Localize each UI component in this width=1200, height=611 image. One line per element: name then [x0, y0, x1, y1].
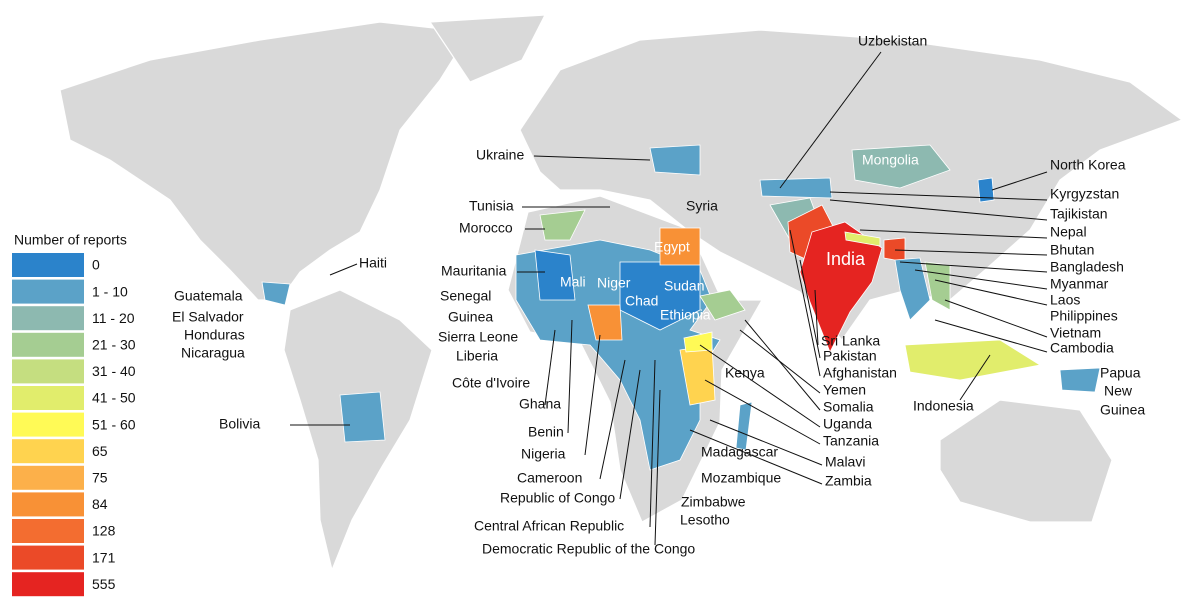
country-label: North Korea: [1050, 157, 1126, 173]
legend-label: 11 - 20: [92, 310, 135, 326]
country-labels: Uzbekistan Ukraine Mongolia North Korea Kyrg…: [172, 33, 1145, 557]
country-label: Côte d'Ivoire: [452, 375, 530, 391]
country-label: Uzbekistan: [858, 33, 927, 49]
legend: Number of reports 0 1 - 10 11 - 20 21 - 30 3…: [12, 232, 136, 597]
legend-swatch: [12, 253, 84, 277]
reporting-countries: [261, 144, 1101, 471]
country-label: Ghana: [519, 396, 561, 412]
country-label: Bolivia: [219, 416, 260, 432]
legend-label: 555: [92, 576, 116, 592]
country-label: Zambia: [825, 473, 872, 489]
legend-swatch: [12, 332, 84, 357]
country-label: Cameroon: [517, 470, 582, 486]
country-label: Democratic Republic of the Congo: [482, 541, 695, 557]
country-label: Bangladesh: [1050, 259, 1124, 275]
country-label: Liberia: [456, 348, 498, 364]
country-label: Pakistan: [823, 348, 877, 364]
country-label: Chad: [625, 293, 658, 309]
country-label: Uganda: [823, 416, 872, 432]
legend-label: 171: [92, 549, 116, 565]
country-label: Vietnam: [1050, 325, 1101, 341]
legend-swatch: [12, 465, 84, 490]
legend-label: 41 - 50: [92, 390, 136, 406]
legend-label: 65: [92, 443, 108, 459]
country-label: Lesotho: [680, 512, 730, 528]
legend-swatch: [12, 412, 84, 437]
country-label: Madagascar: [701, 444, 778, 460]
country-label: Zimbabwe: [681, 494, 746, 510]
country-label: Republic of Congo: [500, 490, 615, 506]
country-label: Laos: [1050, 292, 1080, 308]
country-label: Egypt: [654, 239, 690, 255]
legend-title: Number of reports: [14, 232, 127, 248]
country-label: New: [1104, 383, 1133, 399]
legend-swatch: [12, 279, 84, 304]
country-label: Senegal: [440, 288, 491, 304]
legend-swatch: [12, 492, 84, 517]
country-label: Papua: [1100, 365, 1141, 381]
country-label: Tunisia: [469, 198, 514, 214]
legend-swatch: [12, 545, 84, 570]
country-label: India: [826, 249, 866, 269]
country-label: Afghanistan: [823, 365, 897, 381]
country-label: Central African Republic: [474, 518, 624, 534]
country-label: Niger: [597, 275, 631, 291]
country-label: Sudan: [664, 278, 704, 294]
country-label: Indonesia: [913, 398, 974, 414]
legend-swatch: [12, 572, 84, 597]
country-label: Somalia: [823, 399, 874, 415]
legend-label: 128: [92, 523, 116, 539]
country-label: Morocco: [459, 220, 513, 236]
country-label: Ethiopia: [660, 307, 711, 323]
legend-label: 1 - 10: [92, 283, 128, 299]
legend-label: 31 - 40: [92, 363, 136, 379]
country-label: Tajikistan: [1050, 206, 1108, 222]
country-label: Guinea: [448, 309, 493, 325]
country-label: Guinea: [1100, 402, 1145, 418]
legend-swatch: [12, 439, 84, 464]
country-label: Mongolia: [862, 152, 919, 168]
country-label: Cambodia: [1050, 340, 1114, 356]
country-label: Nepal: [1050, 224, 1087, 240]
leader-lines: [290, 51, 1048, 546]
country-label: Nigeria: [521, 446, 566, 462]
country-label: Malavi: [825, 454, 865, 470]
country-label: Honduras: [184, 327, 245, 343]
country-label: Bhutan: [1050, 242, 1094, 258]
country-label: Kyrgyzstan: [1050, 186, 1119, 202]
country-label: Yemen: [823, 382, 866, 398]
legend-label: 75: [92, 470, 108, 486]
legend-swatch: [12, 359, 84, 384]
country-label: Haiti: [359, 255, 387, 271]
country-label: Mali: [560, 274, 586, 290]
country-label: Kenya: [725, 365, 765, 381]
country-label: Syria: [686, 198, 718, 214]
country-label: Nicaragua: [181, 345, 245, 361]
legend-label: 84: [92, 496, 108, 512]
legend-label: 21 - 30: [92, 337, 136, 353]
country-label: Sierra Leone: [438, 329, 518, 345]
country-label: Philippines: [1050, 308, 1118, 324]
country-label: Ukraine: [476, 147, 524, 163]
country-label: Mauritania: [441, 263, 507, 279]
legend-label: 51 - 60: [92, 416, 136, 432]
legend-label: 0: [92, 257, 100, 273]
country-label: Guatemala: [174, 288, 243, 304]
legend-swatch: [12, 519, 84, 543]
country-label: Tanzania: [823, 433, 879, 449]
country-label: Sri Lanka: [821, 333, 880, 349]
country-label: El Salvador: [172, 309, 244, 325]
legend-swatch: [12, 386, 84, 410]
country-label: Myanmar: [1050, 276, 1109, 292]
legend-swatch: [12, 306, 84, 331]
country-label: Benin: [528, 424, 564, 440]
country-label: Mozambique: [701, 470, 781, 486]
